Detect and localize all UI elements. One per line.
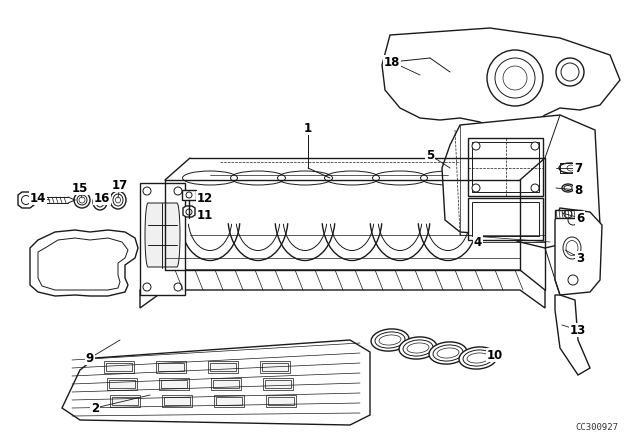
Bar	[106, 363, 132, 371]
Bar	[162, 395, 192, 407]
Bar	[213, 380, 239, 388]
Bar	[109, 380, 135, 388]
Bar	[211, 378, 241, 390]
Bar	[161, 380, 187, 388]
Polygon shape	[145, 203, 180, 267]
Polygon shape	[183, 206, 195, 217]
Circle shape	[143, 283, 151, 291]
Circle shape	[174, 187, 182, 195]
Bar	[158, 363, 184, 371]
Ellipse shape	[74, 192, 90, 208]
Text: 9: 9	[86, 352, 94, 365]
Polygon shape	[555, 208, 602, 295]
Polygon shape	[382, 28, 620, 130]
Bar	[159, 378, 189, 390]
Bar	[263, 378, 293, 390]
Text: 7: 7	[574, 161, 582, 175]
Text: 3: 3	[576, 251, 584, 264]
Bar	[164, 397, 190, 405]
Bar	[472, 142, 539, 192]
Circle shape	[143, 187, 151, 195]
Bar	[156, 361, 186, 373]
Text: 12: 12	[197, 191, 213, 204]
Text: 15: 15	[72, 181, 88, 194]
Bar	[468, 138, 543, 196]
Polygon shape	[555, 210, 582, 218]
Text: 10: 10	[487, 349, 503, 362]
Circle shape	[174, 283, 182, 291]
Ellipse shape	[399, 337, 437, 359]
Circle shape	[531, 184, 539, 192]
Ellipse shape	[459, 347, 497, 369]
Bar	[265, 380, 291, 388]
Text: CC300927: CC300927	[575, 423, 618, 432]
Text: 4: 4	[474, 236, 482, 249]
Ellipse shape	[559, 163, 581, 173]
Bar	[110, 395, 140, 407]
Bar	[468, 198, 543, 240]
Circle shape	[568, 215, 578, 225]
Bar	[182, 190, 196, 200]
Bar	[260, 361, 290, 373]
Bar	[268, 397, 294, 405]
Polygon shape	[140, 270, 545, 308]
Circle shape	[472, 142, 480, 150]
Bar	[112, 397, 138, 405]
Bar	[472, 202, 539, 236]
Text: 13: 13	[570, 323, 586, 336]
Text: 11: 11	[197, 208, 213, 221]
Circle shape	[472, 184, 480, 192]
Ellipse shape	[93, 194, 107, 210]
Bar	[262, 363, 288, 371]
Circle shape	[531, 142, 539, 150]
Bar	[216, 397, 242, 405]
Circle shape	[568, 275, 578, 285]
Polygon shape	[30, 230, 138, 296]
Polygon shape	[18, 192, 34, 208]
Circle shape	[556, 58, 584, 86]
Text: 1: 1	[304, 121, 312, 134]
Text: 5: 5	[426, 148, 434, 161]
Bar	[214, 395, 244, 407]
Text: 6: 6	[576, 211, 584, 224]
Polygon shape	[442, 115, 600, 248]
Bar	[266, 395, 296, 407]
Bar	[107, 378, 137, 390]
Bar	[104, 361, 134, 373]
Ellipse shape	[429, 342, 467, 364]
Bar	[210, 363, 236, 371]
Ellipse shape	[562, 184, 574, 192]
Ellipse shape	[371, 329, 409, 351]
Polygon shape	[140, 183, 185, 295]
Polygon shape	[555, 295, 590, 375]
Bar	[208, 361, 238, 373]
Text: 8: 8	[574, 184, 582, 197]
Text: 16: 16	[94, 191, 110, 204]
Ellipse shape	[563, 237, 581, 259]
Text: 2: 2	[91, 401, 99, 414]
Circle shape	[487, 50, 543, 106]
Text: 17: 17	[112, 178, 128, 191]
Ellipse shape	[110, 191, 126, 209]
Text: 18: 18	[384, 56, 400, 69]
Polygon shape	[62, 340, 370, 425]
Text: 14: 14	[30, 191, 46, 204]
